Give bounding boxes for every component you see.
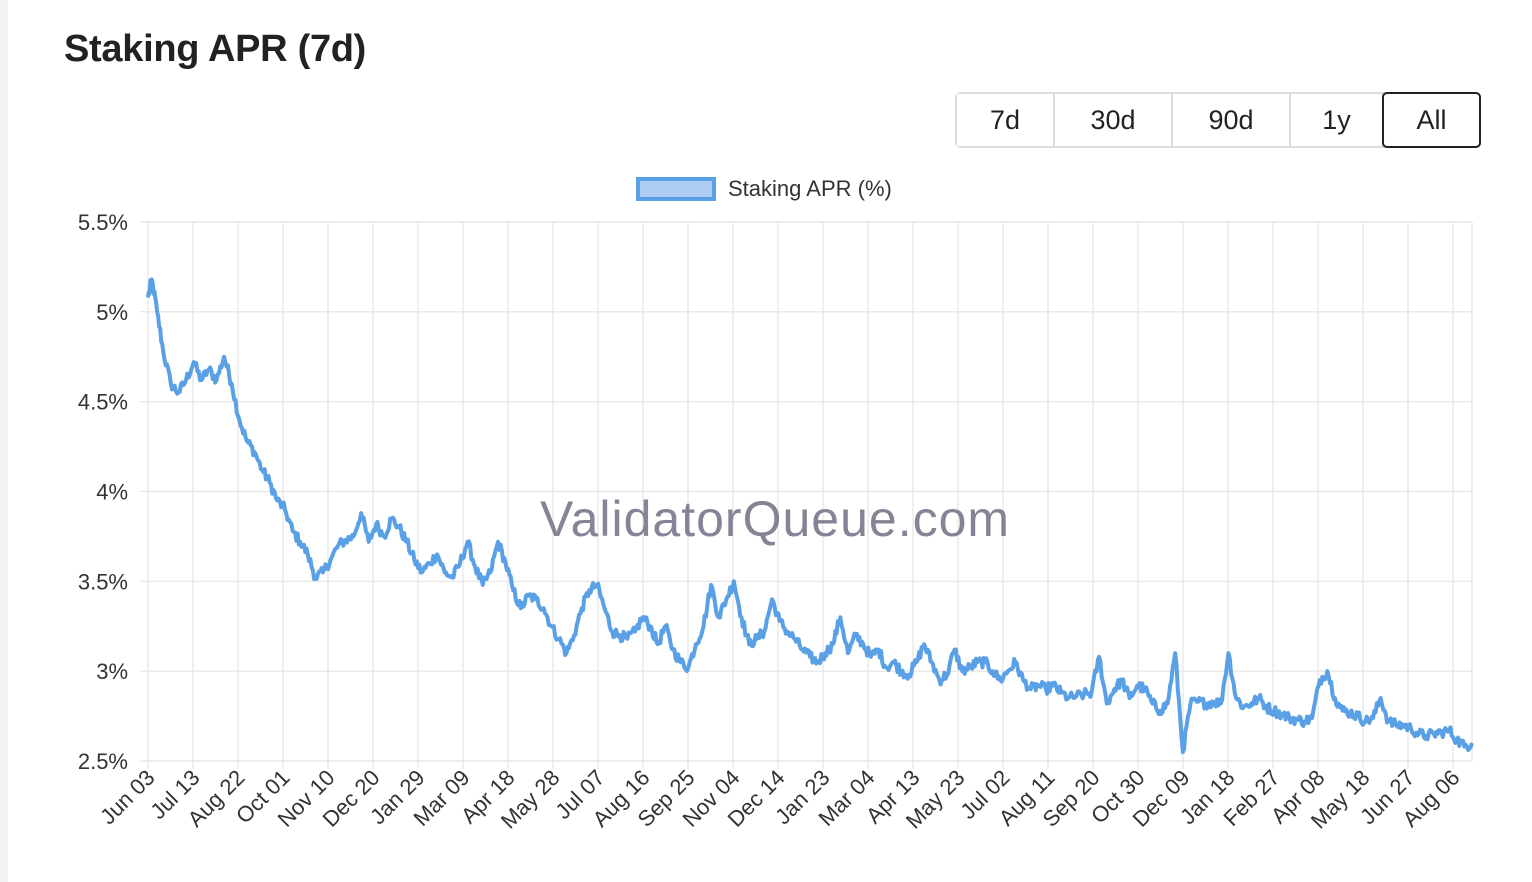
grid-lines	[140, 221, 1473, 769]
y-tick-label: 4%	[96, 480, 128, 505]
range-button-all[interactable]: All	[1382, 92, 1481, 148]
y-tick-label: 3.5%	[78, 569, 128, 594]
y-tick-label: 4.5%	[78, 390, 128, 415]
legend-label: Staking APR (%)	[728, 176, 892, 201]
range-button-90d[interactable]: 90d	[1173, 94, 1291, 146]
y-tick-label: 5.5%	[78, 210, 128, 235]
page-title: Staking APR (7d)	[64, 28, 367, 70]
y-tick-label: 3%	[96, 659, 128, 684]
range-button-1y[interactable]: 1y	[1291, 94, 1384, 146]
watermark-text: ValidatorQueue.com	[540, 491, 1010, 547]
legend-swatch	[636, 177, 716, 201]
y-tick-label: 2.5%	[78, 749, 128, 774]
range-button-7d[interactable]: 7d	[957, 94, 1055, 146]
x-tick-label: Jun 03	[95, 765, 159, 829]
series-line-staking-apr	[146, 277, 1474, 754]
y-tick-label: 5%	[96, 300, 128, 325]
chart-legend[interactable]: Staking APR (%)	[636, 176, 892, 202]
page-left-edge	[0, 0, 8, 882]
range-button-30d[interactable]: 30d	[1055, 94, 1173, 146]
time-range-selector: 7d 30d 90d 1y All	[955, 92, 1481, 148]
